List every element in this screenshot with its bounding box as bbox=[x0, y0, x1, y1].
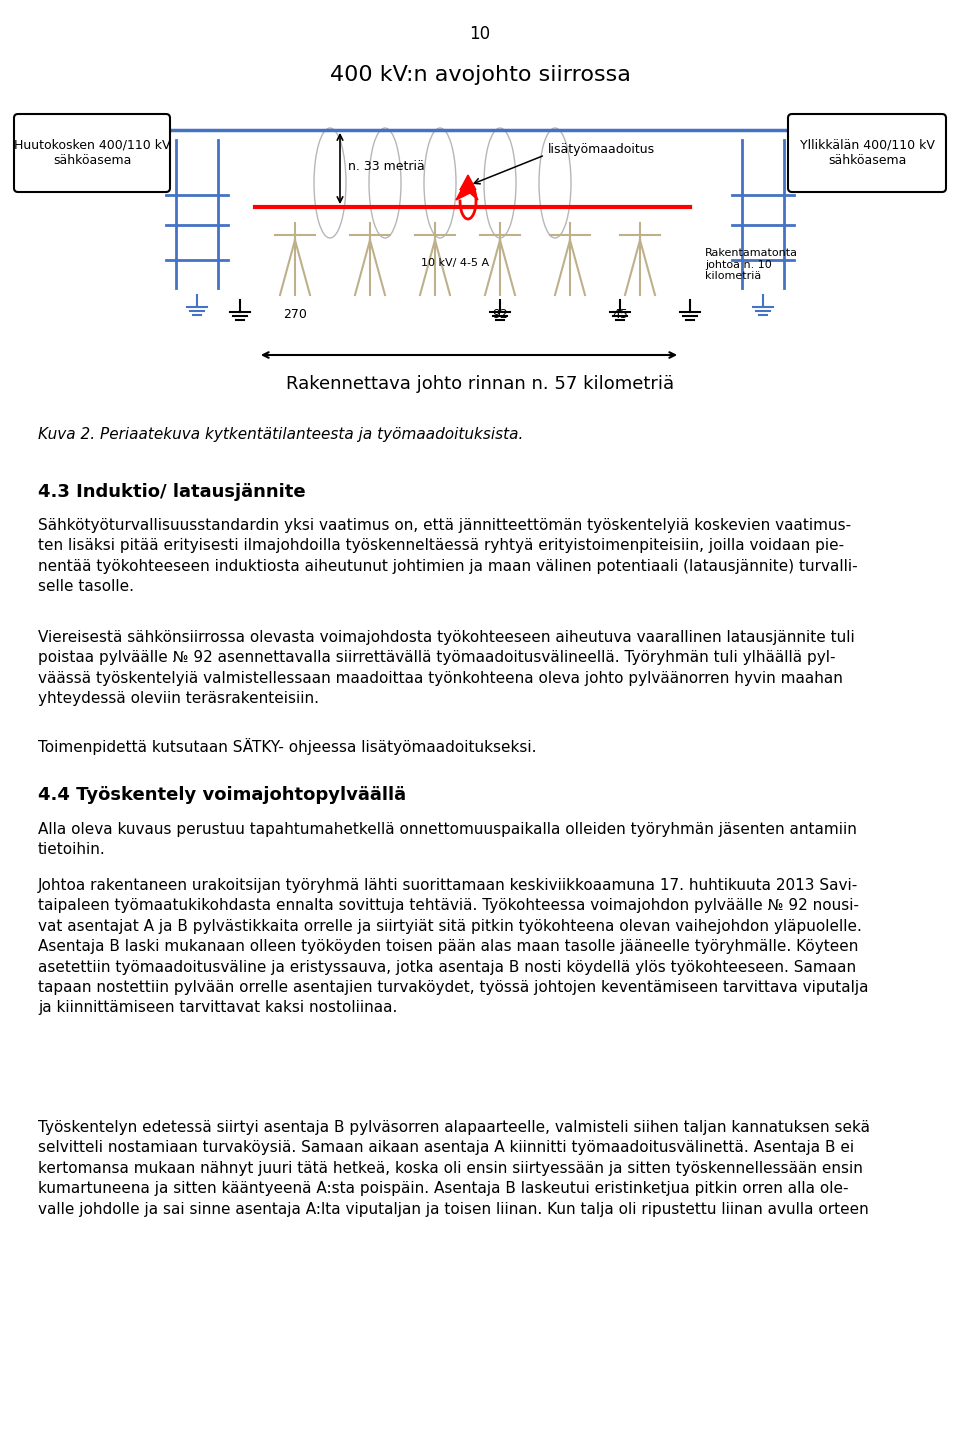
Text: n. 33 metriä: n. 33 metriä bbox=[348, 161, 424, 174]
Text: 4.3 Induktio/ latausjännite: 4.3 Induktio/ latausjännite bbox=[38, 483, 305, 500]
Text: Johtoa rakentaneen urakoitsijan työryhmä lähti suorittamaan keskiviikkoaamuna 17: Johtoa rakentaneen urakoitsijan työryhmä… bbox=[38, 878, 869, 1015]
Text: 10: 10 bbox=[469, 25, 491, 43]
Text: Sähkötyöturvallisuusstandardin yksi vaatimus on, että jännitteettömän työskentel: Sähkötyöturvallisuusstandardin yksi vaat… bbox=[38, 518, 857, 594]
Text: 45: 45 bbox=[612, 308, 628, 321]
Text: 270: 270 bbox=[283, 308, 307, 321]
Text: Kuva 2. Periaatekuva kytkentätilanteesta ja työmaadoituksista.: Kuva 2. Periaatekuva kytkentätilanteesta… bbox=[38, 427, 523, 442]
Text: Rakentamatonta
johtoa n. 10
kilometriä: Rakentamatonta johtoa n. 10 kilometriä bbox=[705, 249, 798, 281]
Text: Toimenpidettä kutsutaan SÄTKY- ohjeessa lisätyömaadoitukseksi.: Toimenpidettä kutsutaan SÄTKY- ohjeessa … bbox=[38, 737, 537, 755]
Text: Yllikkälän 400/110 kV
sähköasema: Yllikkälän 400/110 kV sähköasema bbox=[800, 139, 934, 166]
Text: Viereisestä sähkönsiirrossa olevasta voimajohdosta työkohteeseen aiheutuva vaara: Viereisestä sähkönsiirrossa olevasta voi… bbox=[38, 630, 854, 706]
Text: Rakennettava johto rinnan n. 57 kilometriä: Rakennettava johto rinnan n. 57 kilometr… bbox=[286, 375, 674, 393]
Text: 10 kV/ 4-5 A: 10 kV/ 4-5 A bbox=[420, 257, 489, 268]
Text: 92: 92 bbox=[492, 308, 508, 321]
Text: 4.4 Työskentely voimajohtopylväällä: 4.4 Työskentely voimajohtopylväällä bbox=[38, 787, 406, 804]
FancyBboxPatch shape bbox=[14, 114, 170, 192]
FancyBboxPatch shape bbox=[788, 114, 946, 192]
Text: Työskentelyn edetessä siirtyi asentaja B pylväsorren alapaarteelle, valmisteli s: Työskentelyn edetessä siirtyi asentaja B… bbox=[38, 1121, 870, 1216]
Text: 400 kV:n avojohto siirrossa: 400 kV:n avojohto siirrossa bbox=[329, 65, 631, 85]
Polygon shape bbox=[456, 175, 478, 200]
Text: lisätyömaadoitus: lisätyömaadoitus bbox=[548, 143, 655, 156]
Text: Alla oleva kuvaus perustuu tapahtumahetkellä onnettomuuspaikalla olleiden työryh: Alla oleva kuvaus perustuu tapahtumahetk… bbox=[38, 821, 857, 857]
Text: Huutokosken 400/110 kV
sähköasema: Huutokosken 400/110 kV sähköasema bbox=[13, 139, 170, 166]
